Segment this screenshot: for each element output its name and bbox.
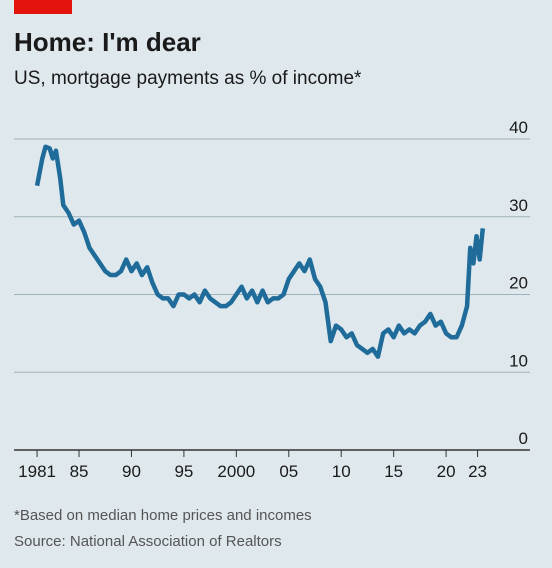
x-tick-label: 20	[437, 462, 456, 481]
source: Source: National Association of Realtors	[14, 533, 282, 550]
x-tick-label: 23	[468, 462, 487, 481]
x-tick-label: 15	[384, 462, 403, 481]
x-tick-label: 95	[174, 462, 193, 481]
x-tick-label: 10	[332, 462, 351, 481]
x-tick-label: 2000	[217, 462, 255, 481]
x-tick-label: 1981	[18, 462, 56, 481]
brand-tag	[14, 0, 72, 14]
y-tick-label: 40	[509, 118, 528, 137]
chart-subtitle: US, mortgage payments as % of income*	[14, 68, 362, 89]
y-tick-label: 30	[509, 196, 528, 215]
footnote: *Based on median home prices and incomes	[14, 507, 312, 524]
y-tick-label: 10	[509, 351, 528, 370]
chart-title: Home: I'm dear	[14, 27, 201, 57]
x-tick-label: 85	[70, 462, 89, 481]
x-tick-label: 05	[279, 462, 298, 481]
y-tick-label: 0	[519, 429, 528, 448]
y-tick-label: 20	[509, 274, 528, 293]
data-line	[34, 144, 486, 359]
x-tick-label: 90	[122, 462, 141, 481]
